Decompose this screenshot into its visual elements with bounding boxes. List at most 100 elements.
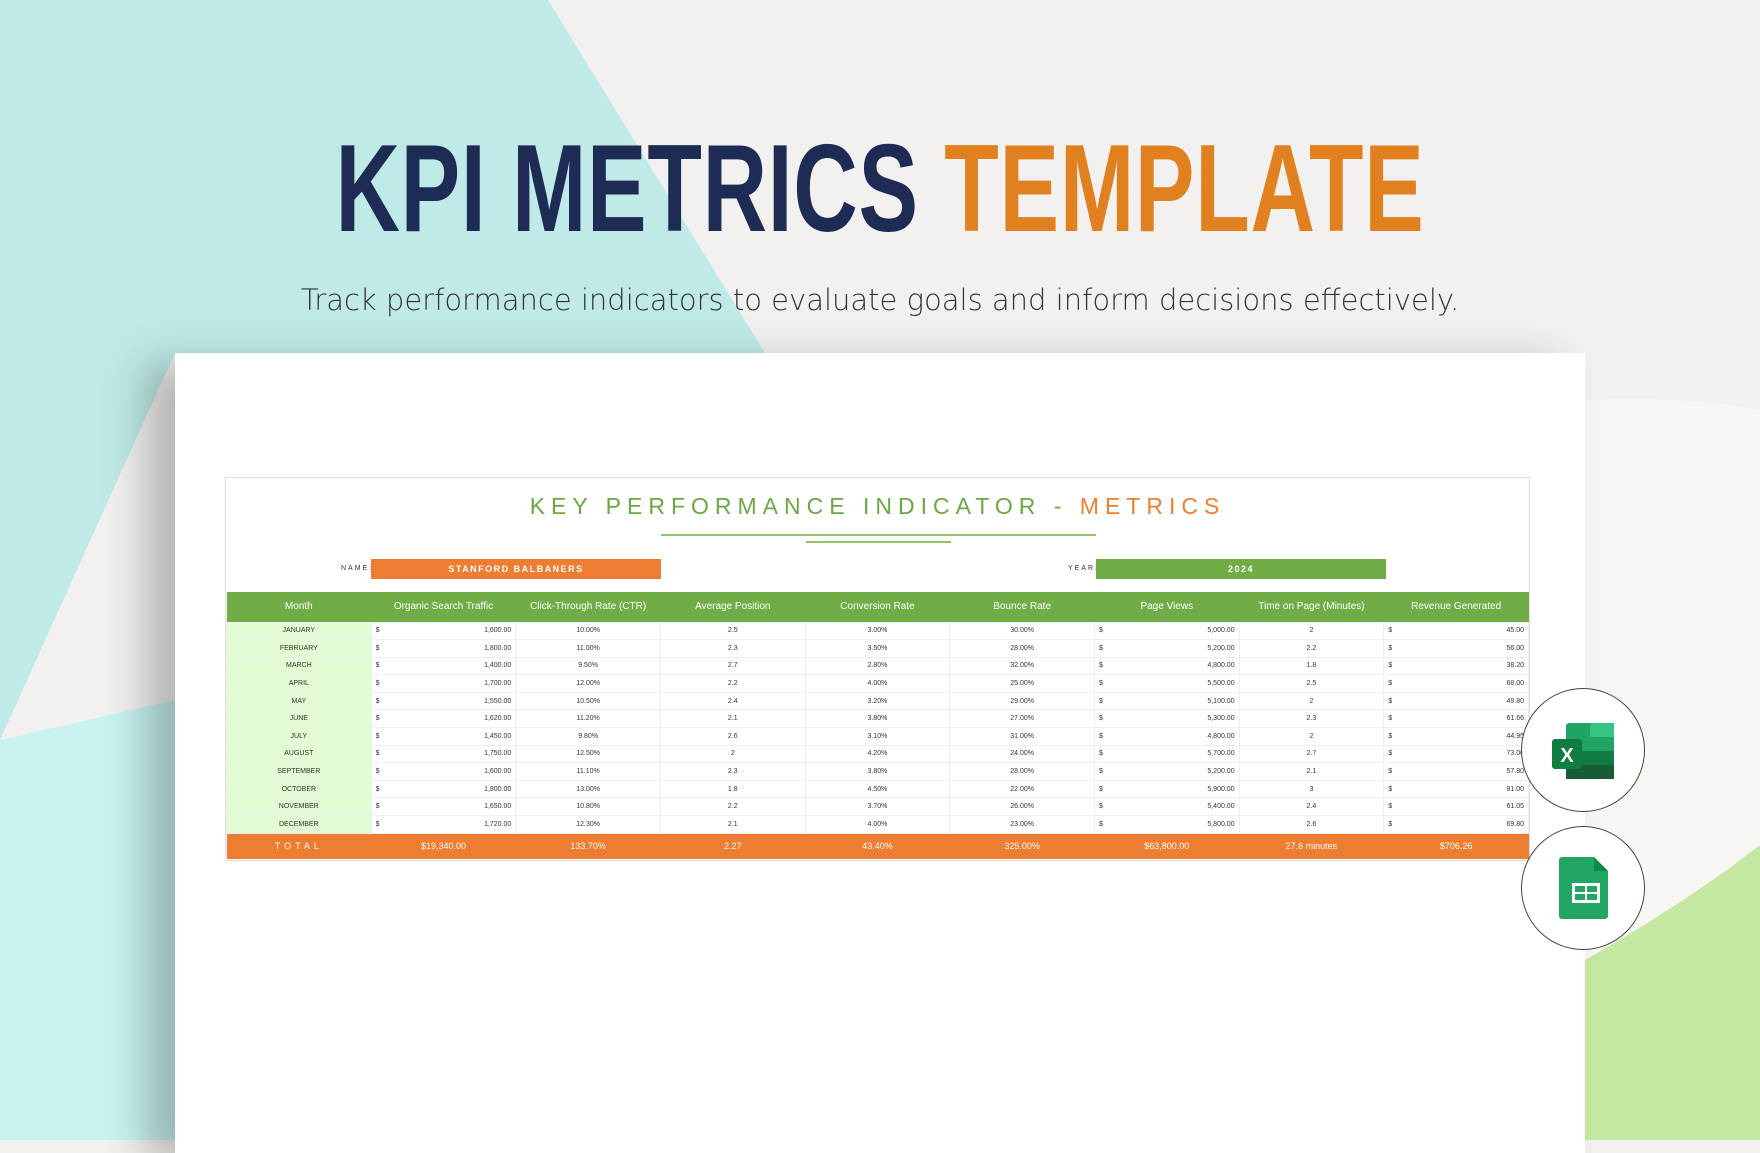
data-cell[interactable]: $49.80 [1383, 691, 1529, 711]
data-cell[interactable]: 2.6 [659, 727, 806, 746]
data-cell[interactable]: $1,800.00 [370, 639, 517, 658]
data-cell[interactable]: $81.00 [1383, 779, 1529, 799]
data-cell[interactable]: $44.95 [1383, 727, 1529, 746]
data-cell[interactable]: $1,650.00 [370, 797, 517, 817]
month-cell[interactable]: AUGUST [226, 744, 372, 764]
data-cell[interactable]: 31.00% [949, 727, 1095, 746]
data-cell[interactable]: 23.00% [949, 815, 1095, 834]
data-cell[interactable]: $1,550.00 [370, 691, 517, 711]
month-cell[interactable]: APRIL [226, 674, 372, 693]
data-cell[interactable]: 2 [1238, 621, 1385, 641]
data-cell[interactable]: 26.00% [949, 797, 1095, 817]
excel-button[interactable]: X [1521, 688, 1645, 812]
data-cell[interactable]: 2 [1238, 691, 1385, 711]
data-cell[interactable]: $1,720.00 [370, 815, 517, 834]
data-cell[interactable]: 4.20% [804, 744, 951, 764]
data-cell[interactable]: $73.00 [1383, 744, 1529, 764]
data-cell[interactable]: 11.00% [515, 639, 661, 658]
data-cell[interactable]: $1,450.00 [370, 727, 517, 746]
data-cell[interactable]: $38.20 [1383, 656, 1529, 676]
month-cell[interactable]: JANUARY [226, 621, 372, 641]
data-cell[interactable]: $5,200.00 [1093, 762, 1240, 781]
data-cell[interactable]: 11.10% [515, 762, 661, 781]
data-cell[interactable]: 25.00% [949, 674, 1095, 693]
data-cell[interactable]: $61.66 [1383, 709, 1529, 729]
data-cell[interactable]: 4.00% [804, 674, 951, 693]
data-cell[interactable]: $56.00 [1383, 639, 1529, 658]
data-cell[interactable]: $1,750.00 [370, 744, 517, 764]
data-cell[interactable]: 24.00% [949, 744, 1095, 764]
data-cell[interactable]: $4,800.00 [1093, 656, 1240, 676]
data-cell[interactable]: 2.2 [659, 674, 806, 693]
data-cell[interactable]: 2.5 [659, 621, 806, 641]
data-cell[interactable]: 12.50% [515, 744, 661, 764]
data-cell[interactable]: 3.20% [804, 691, 951, 711]
month-cell[interactable]: MARCH [226, 656, 372, 676]
data-cell[interactable]: $5,400.00 [1093, 797, 1240, 817]
data-cell[interactable]: 2.7 [659, 656, 806, 676]
month-cell[interactable]: JUNE [226, 709, 372, 729]
month-cell[interactable]: FEBRUARY [226, 639, 372, 658]
month-cell[interactable]: DECEMBER [226, 815, 372, 834]
month-cell[interactable]: JULY [226, 727, 372, 746]
data-cell[interactable]: 2 [659, 744, 806, 764]
data-cell[interactable]: $68.00 [1383, 674, 1529, 693]
data-cell[interactable]: $1,600.00 [370, 621, 517, 641]
data-cell[interactable]: 2.3 [1238, 709, 1385, 729]
data-cell[interactable]: 2.7 [1238, 744, 1385, 764]
data-cell[interactable]: 1.8 [1238, 656, 1385, 676]
data-cell[interactable]: $1,600.00 [370, 762, 517, 781]
data-cell[interactable]: 3.70% [804, 797, 951, 817]
data-cell[interactable]: 4.00% [804, 815, 951, 834]
data-cell[interactable]: 2.80% [804, 656, 951, 676]
data-cell[interactable]: 3.10% [804, 727, 951, 746]
data-cell[interactable]: 29.00% [949, 691, 1095, 711]
data-cell[interactable]: 28.00% [949, 639, 1095, 658]
data-cell[interactable]: $57.80 [1383, 762, 1529, 781]
data-cell[interactable]: 2.5 [1238, 674, 1385, 693]
month-cell[interactable]: NOVEMBER [226, 797, 372, 817]
data-cell[interactable]: 2.2 [659, 797, 806, 817]
data-cell[interactable]: $5,900.00 [1093, 779, 1240, 799]
data-cell[interactable]: 10.50% [515, 691, 661, 711]
data-cell[interactable]: 2.2 [1238, 639, 1385, 658]
data-cell[interactable]: 3.80% [804, 709, 951, 729]
data-cell[interactable]: 9.50% [515, 656, 661, 676]
data-cell[interactable]: 2.3 [659, 639, 806, 658]
data-cell[interactable]: $4,800.00 [1093, 727, 1240, 746]
data-cell[interactable]: 2.1 [659, 709, 806, 729]
data-cell[interactable]: $5,800.00 [1093, 815, 1240, 834]
data-cell[interactable]: $61.05 [1383, 797, 1529, 817]
data-cell[interactable]: $1,400.00 [370, 656, 517, 676]
data-cell[interactable]: 12.30% [515, 815, 661, 834]
data-cell[interactable]: 2.6 [1238, 815, 1385, 834]
data-cell[interactable]: 32.00% [949, 656, 1095, 676]
data-cell[interactable]: 30.00% [949, 621, 1095, 641]
data-cell[interactable]: 1.8 [659, 779, 806, 799]
data-cell[interactable]: 2.1 [659, 815, 806, 834]
data-cell[interactable]: 3.50% [804, 639, 951, 658]
data-cell[interactable]: 2.4 [659, 691, 806, 711]
data-cell[interactable]: $5,700.00 [1093, 744, 1240, 764]
data-cell[interactable]: 9.80% [515, 727, 661, 746]
data-cell[interactable]: $1,700.00 [370, 674, 517, 693]
data-cell[interactable]: $5,000.00 [1093, 621, 1240, 641]
data-cell[interactable]: $5,200.00 [1093, 639, 1240, 658]
data-cell[interactable]: 3.00% [804, 621, 951, 641]
data-cell[interactable]: 2.4 [1238, 797, 1385, 817]
year-field[interactable]: 2024 [1096, 559, 1386, 579]
data-cell[interactable]: 27.00% [949, 709, 1095, 729]
data-cell[interactable]: 11.20% [515, 709, 661, 729]
data-cell[interactable]: $45.00 [1383, 621, 1529, 641]
data-cell[interactable]: $1,800.00 [370, 779, 517, 799]
data-cell[interactable]: 12.00% [515, 674, 661, 693]
data-cell[interactable]: $69.80 [1383, 815, 1529, 834]
name-field[interactable]: STANFORD BALBANERS [371, 559, 661, 579]
month-cell[interactable]: OCTOBER [226, 779, 372, 799]
month-cell[interactable]: SEPTEMBER [226, 762, 372, 781]
data-cell[interactable]: $1,620.00 [370, 709, 517, 729]
data-cell[interactable]: 3 [1238, 779, 1385, 799]
data-cell[interactable]: 28.00% [949, 762, 1095, 781]
data-cell[interactable]: $5,100.00 [1093, 691, 1240, 711]
data-cell[interactable]: 10.80% [515, 797, 661, 817]
